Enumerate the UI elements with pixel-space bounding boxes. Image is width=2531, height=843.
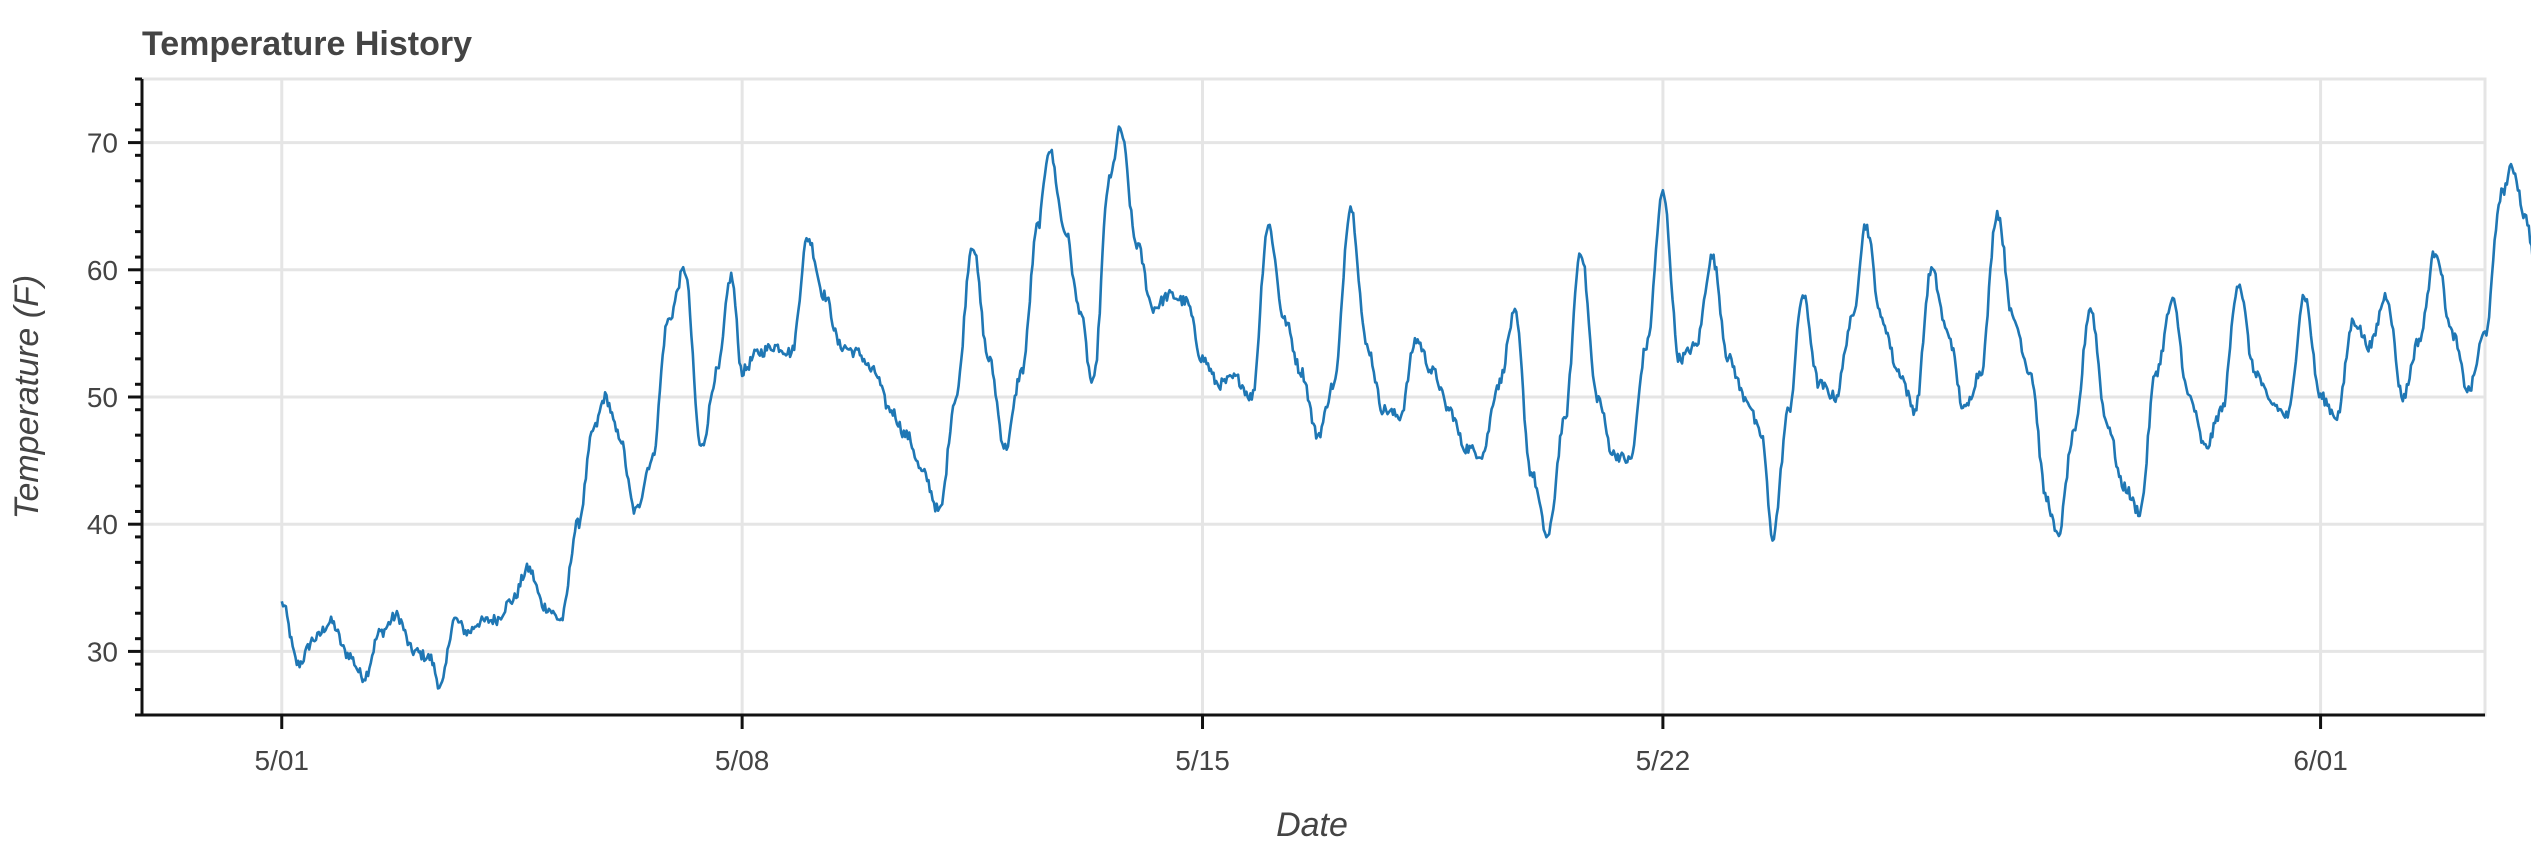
temperature-series-line (280, 125, 2531, 690)
x-tick-label: 5/01 (255, 745, 310, 776)
y-tick-label: 70 (87, 128, 118, 159)
y-tick-label: 40 (87, 509, 118, 540)
x-tick-label: 5/22 (1636, 745, 1691, 776)
x-tick-label: 6/01 (2293, 745, 2348, 776)
y-tick-label: 50 (87, 382, 118, 413)
x-tick-label: 5/15 (1175, 745, 1230, 776)
series-layer (280, 125, 2531, 690)
y-tick-label: 30 (87, 636, 118, 667)
y-axis-ticks: 30 40 50 60 70 (87, 77, 142, 717)
chart-title: Temperature History (142, 25, 472, 63)
y-tick-label: 60 (87, 255, 118, 286)
y-axis-label: Temperature (F) (8, 275, 46, 519)
x-axis-ticks: 5/01 5/08 5/15 5/22 6/01 (255, 715, 2348, 776)
x-tick-label: 5/08 (715, 745, 770, 776)
x-axis-label: Date (1276, 806, 1348, 843)
